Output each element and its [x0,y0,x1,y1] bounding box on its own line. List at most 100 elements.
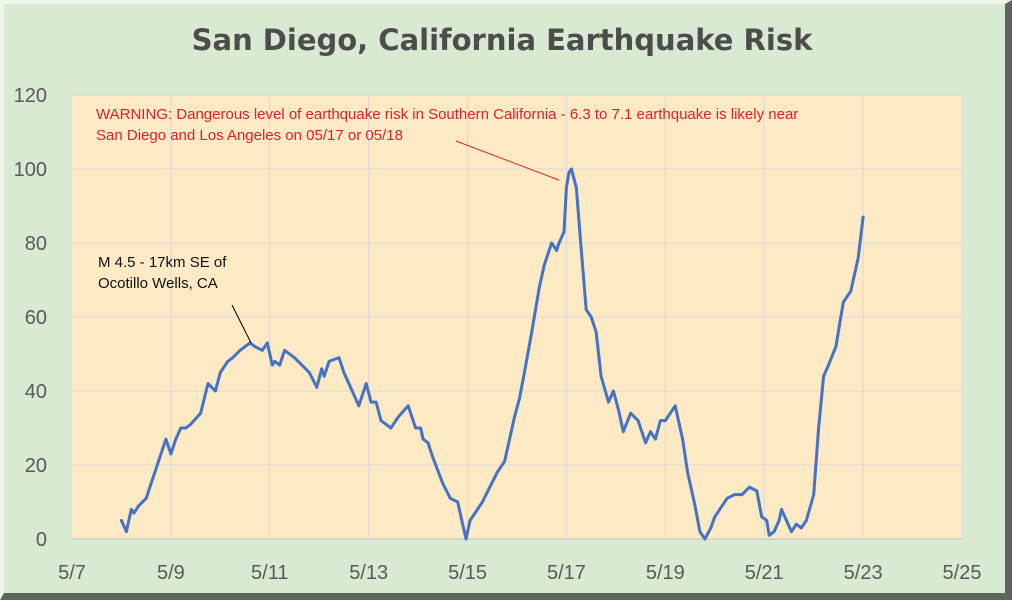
data-point [594,330,598,334]
data-point [379,419,383,422]
annotation-leader-line [231,304,252,344]
data-point [384,422,388,426]
data-point [144,496,148,500]
data-point [733,493,736,496]
data-point [307,371,311,374]
data-point [748,485,751,489]
data-point [713,515,717,519]
data-point [703,537,707,541]
y-tick-label: 0 [36,529,47,551]
data-point [530,330,534,334]
data-point [218,371,222,374]
data-point [414,426,417,430]
data-point [406,404,410,408]
data-point [663,419,667,422]
data-point [270,363,274,367]
data-point [322,374,326,378]
data-point [206,382,210,385]
data-point [621,430,625,434]
data-point [369,400,373,404]
x-axis-ticks: 5/7 5/9 5/11 5/13 5/15 5/17 5/19 5/21 5/23 5/25 [58,562,981,584]
data-point [223,363,227,367]
data-point [574,186,578,189]
data-point [649,430,652,434]
data-point [261,348,264,352]
data-point [503,459,506,463]
data-point [214,389,217,393]
x-tick-label: 5/19 [646,562,685,584]
data-point [636,419,640,422]
data-point [426,441,430,445]
data-point [157,459,160,463]
data-point [584,308,588,311]
data-point [421,437,425,441]
data-point [488,485,492,489]
annotation-text: San Diego and Los Angeles on 05/17 or 05… [96,127,403,144]
data-point [780,508,783,511]
data-point [342,371,346,374]
data-point [464,537,468,541]
data-point [542,263,546,267]
data-point [725,496,729,500]
data-point [698,530,702,533]
x-tick-label: 5/15 [448,562,487,584]
data-point [790,530,793,533]
data-point [740,493,744,496]
data-point [125,530,128,533]
x-tick-label: 5/13 [349,562,388,584]
data-point [164,437,168,441]
data-point [273,360,277,363]
annotation-leader-line [455,140,560,181]
data-point [772,530,776,533]
y-tick-label: 120 [14,85,47,107]
x-tick-label: 5/11 [251,562,288,584]
annotations: M 4.5 - 17km SE of Ocotillo Wells, CA WARN… [96,106,798,344]
data-point [132,511,136,515]
data-point [659,419,662,422]
data-point [612,389,615,393]
series-layer [119,167,865,541]
data-point [668,411,672,415]
data-point [799,526,803,530]
data-point [347,382,351,385]
data-point [709,526,713,530]
data-point [822,374,825,378]
data-point [861,215,865,219]
data-point [226,360,230,363]
data-point [523,371,526,374]
data-point [481,500,484,504]
data-point [149,482,153,485]
data-point [456,500,460,504]
data-point [518,397,521,400]
data-point [448,496,452,500]
data-point [579,249,583,252]
data-point [337,356,341,360]
data-point [189,422,193,426]
data-point [693,504,697,508]
data-point [179,426,183,430]
data-points [120,167,865,541]
annotation-text: M 4.5 - 17km SE of [98,254,227,271]
data-point [644,441,647,445]
data-point [396,415,400,419]
x-tick-label: 5/21 [745,562,784,584]
data-point [137,504,141,508]
chart-title: San Diego, California Earthquake Risk [192,23,813,57]
data-point [812,493,816,496]
y-tick-label: 100 [14,159,47,181]
x-tick-label: 5/7 [58,562,86,584]
data-point [755,489,759,493]
data-point [570,167,573,171]
data-point [265,341,269,345]
annotation-text: WARNING: Dangerous level of earthquake r… [96,106,798,123]
data-point [760,515,764,519]
y-axis-ticks: 0 20 40 60 80 100 120 [14,85,47,551]
data-point [654,437,657,441]
data-point [253,345,257,348]
data-point [849,289,853,293]
data-point [589,315,593,319]
data-point [389,426,393,430]
data-point [293,356,296,360]
data-point [777,519,781,522]
data-point [238,348,242,352]
